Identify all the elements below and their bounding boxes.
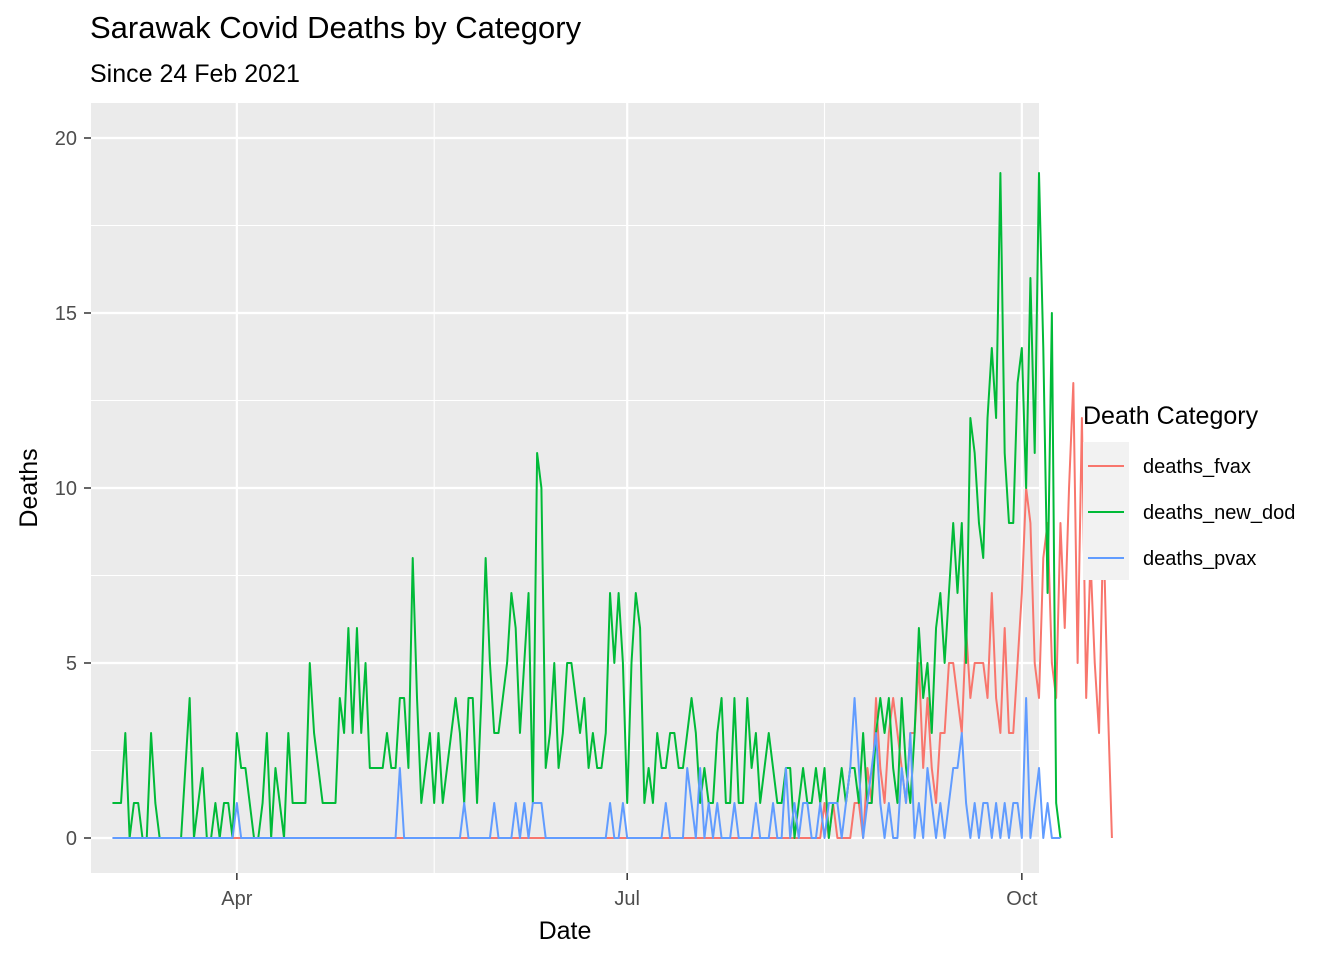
legend-label-deaths-new-dod: deaths_new_dod — [1143, 502, 1295, 524]
y-axis-title: Deaths — [15, 448, 43, 527]
y-tick-label: 5 — [66, 653, 77, 675]
legend-label-deaths-fvax: deaths_fvax — [1143, 456, 1251, 478]
minor-gridlines — [43, 103, 1039, 873]
chart-subtitle: Since 24 Feb 2021 — [90, 60, 300, 88]
x-tick-label: Jul — [614, 888, 640, 910]
legend-title: Death Category — [1083, 402, 1259, 430]
y-tick-label: 10 — [55, 478, 77, 500]
chart-title: Sarawak Covid Deaths by Category — [90, 10, 582, 45]
series-line-deaths-pvax — [112, 697, 1061, 839]
series-layer — [112, 172, 1113, 839]
y-tick-label: 20 — [55, 128, 77, 150]
y-axis: 0 5 10 15 20 — [55, 128, 91, 850]
x-tick-label: Apr — [221, 888, 252, 910]
legend-label-deaths-pvax: deaths_pvax — [1143, 548, 1256, 570]
y-tick-label: 15 — [55, 303, 77, 325]
x-axis: Apr Jul Oct — [221, 873, 1038, 910]
x-axis-title: Date — [539, 917, 592, 945]
legend: Death Category deaths_fvax deaths_new_dod… — [1083, 402, 1295, 580]
y-tick-label: 0 — [66, 828, 77, 850]
series-line-deaths-new-dod — [112, 172, 1062, 839]
x-tick-label: Oct — [1006, 888, 1038, 910]
